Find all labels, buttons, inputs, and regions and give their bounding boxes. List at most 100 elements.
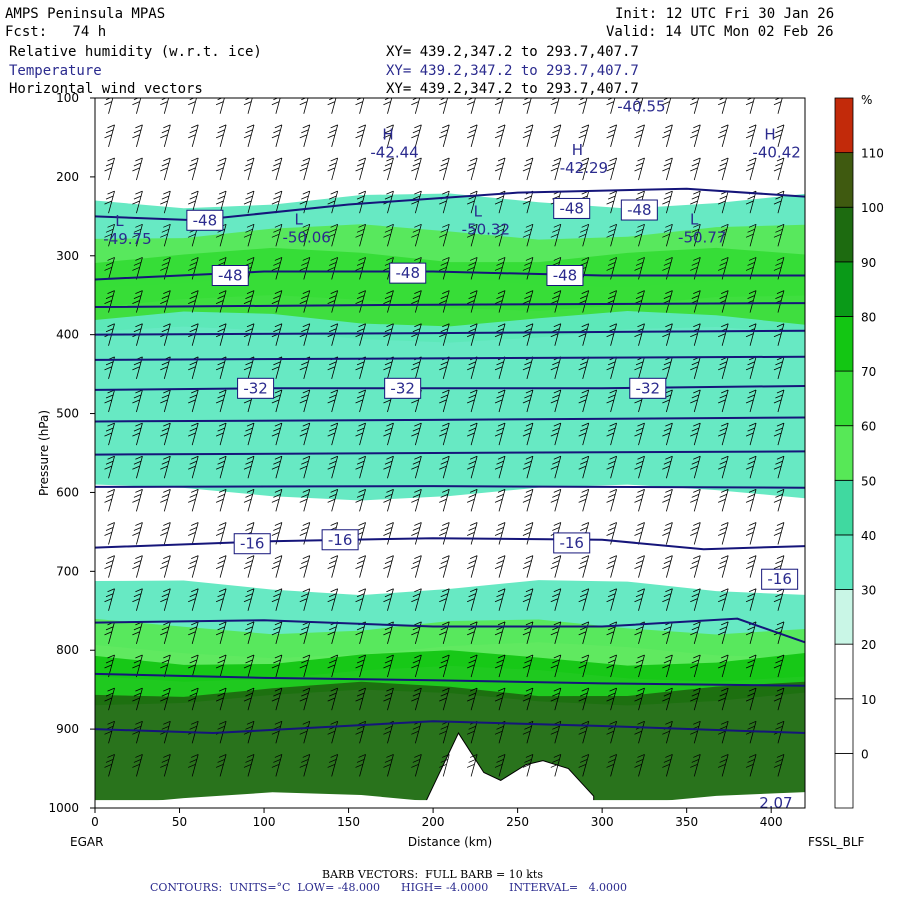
wind-barb (355, 290, 366, 313)
colorbar-label: 0 (861, 747, 869, 761)
wind-barb (773, 223, 785, 247)
wind-barb (132, 720, 143, 744)
wind-barb (188, 190, 199, 214)
x-tick-label: 400 (760, 815, 783, 829)
wind-barb (550, 290, 562, 313)
wind-barb (160, 223, 171, 247)
y-tick-label: 400 (56, 328, 79, 342)
extremum-value: -50.77 (678, 229, 726, 247)
wind-barb (355, 588, 366, 611)
field-xy-temperature: XY= 439.2,347.2 to 293.7,407.7 (386, 63, 639, 79)
wind-barb (243, 555, 255, 578)
colorbar-label: 40 (861, 529, 876, 543)
wind-barb (466, 257, 478, 280)
wind-barb (188, 455, 199, 479)
wind-barb (411, 687, 422, 711)
wind-barb (439, 754, 450, 777)
wind-barb (271, 356, 283, 379)
wind-barb (466, 290, 478, 313)
wind-barb (745, 555, 757, 578)
wind-barb (383, 157, 394, 181)
wind-barb (494, 124, 506, 148)
wind-barb (522, 257, 534, 280)
wind-barb (132, 687, 143, 711)
wind-barb (132, 157, 143, 181)
wind-barb (690, 522, 701, 545)
wind-barb (188, 157, 199, 181)
wind-barb (104, 157, 115, 181)
wind-barb (494, 754, 506, 777)
wind-barb (215, 290, 227, 313)
wind-barb (215, 522, 227, 545)
contour-label-box (629, 377, 667, 399)
wind-barb (104, 190, 115, 214)
wind-barb (690, 687, 701, 711)
wind-barb (243, 290, 255, 313)
wind-barb (550, 588, 562, 611)
model-title: AMPS Peninsula MPAS (5, 6, 166, 22)
wind-barb (662, 687, 673, 711)
field-label-temperature: Temperature (9, 63, 102, 79)
wind-barb (662, 555, 673, 578)
wind-barb (355, 555, 366, 578)
wind-barb (271, 157, 283, 181)
wind-barb (355, 489, 366, 512)
colorbar-label: 20 (861, 638, 876, 652)
extremum-marker: L (294, 211, 303, 229)
wind-barb (243, 422, 255, 446)
wind-barb (327, 489, 339, 512)
below-ground (95, 800, 805, 808)
wind-barb (188, 422, 199, 446)
wind-barb (662, 654, 673, 678)
wind-barb (439, 555, 450, 578)
colorbar-swatch (834, 316, 854, 372)
wind-barb (634, 323, 645, 346)
wind-barb (271, 290, 283, 313)
wind-barb (160, 522, 171, 545)
colorbar-swatch (834, 534, 854, 590)
temperature-contour (95, 450, 805, 456)
wind-barb (160, 754, 171, 777)
contour-label-box (761, 568, 799, 590)
wind-barb (745, 157, 757, 181)
wind-barb (411, 555, 422, 578)
wind-barb (606, 422, 617, 446)
wind-barb (271, 588, 283, 611)
colorbar-swatch (834, 698, 854, 754)
colorbar-swatch (834, 206, 854, 263)
wind-barb (271, 654, 283, 678)
wind-barb (522, 687, 534, 711)
x-axis-label: Distance (km) (408, 835, 492, 849)
forecast-hour: Fcst: 74 h (5, 24, 107, 40)
y-tick-label: 700 (56, 564, 79, 578)
wind-barb (188, 654, 199, 678)
wind-barb (132, 124, 143, 148)
wind-barb (327, 455, 339, 479)
contour-label: -48 (395, 264, 420, 282)
colorbar-label: 80 (861, 310, 876, 324)
contour-label: -16 (328, 531, 353, 549)
y-axis-label: Pressure (hPa) (37, 410, 51, 496)
field-label-rh: Relative humidity (w.r.t. ice) (9, 44, 262, 60)
wind-barb (271, 124, 283, 148)
wind-barb (160, 588, 171, 611)
wind-barb (745, 124, 757, 148)
wind-barb (634, 489, 645, 512)
wind-barb (578, 389, 590, 413)
wind-barb (132, 223, 143, 247)
colorbar-swatch (834, 643, 854, 700)
wind-barb (606, 157, 617, 181)
wind-barb (634, 422, 645, 446)
wind-barb (160, 489, 171, 512)
contour-label-box (620, 199, 658, 221)
wind-barb (494, 687, 506, 711)
wind-barb (606, 124, 617, 148)
wind-barb (411, 223, 422, 247)
wind-barb (634, 588, 645, 611)
colorbar-swatch (834, 425, 854, 481)
wind-barb (383, 654, 394, 678)
wind-barb (271, 455, 283, 479)
wind-barb (494, 522, 506, 545)
wind-barb (383, 422, 394, 446)
